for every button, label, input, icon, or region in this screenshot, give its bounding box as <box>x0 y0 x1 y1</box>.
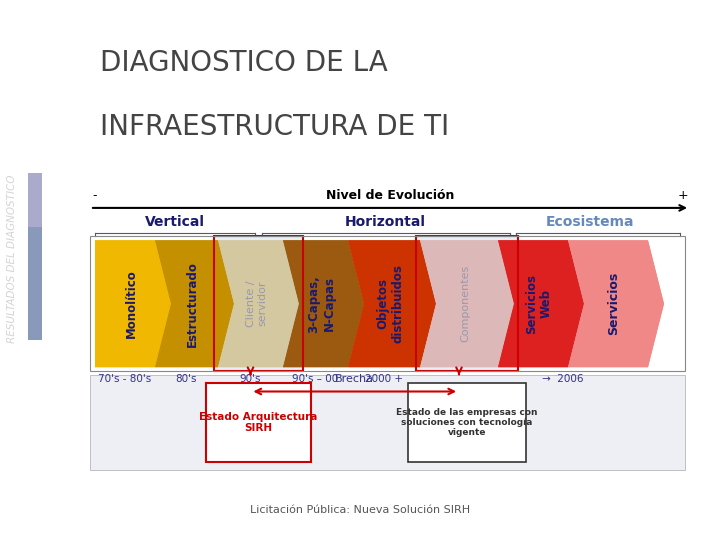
Bar <box>416 237 518 371</box>
Bar <box>214 237 303 371</box>
Polygon shape <box>420 240 514 367</box>
Bar <box>90 237 685 371</box>
Text: Servicios: Servicios <box>608 272 621 335</box>
Text: RESULTADOS DEL DIAGNOSTICO: RESULTADOS DEL DIAGNOSTICO <box>7 175 17 343</box>
Polygon shape <box>348 240 436 367</box>
Text: 80's: 80's <box>176 374 197 384</box>
Polygon shape <box>498 240 584 367</box>
Text: Cliente /
servidor: Cliente / servidor <box>246 280 267 327</box>
Bar <box>90 375 685 470</box>
Bar <box>28 221 42 340</box>
Polygon shape <box>498 240 584 367</box>
Text: 90's – 00: 90's – 00 <box>292 374 338 384</box>
Polygon shape <box>568 240 664 367</box>
Text: +: + <box>678 189 688 202</box>
Polygon shape <box>283 240 364 367</box>
Text: Estado Arquitectura
SIRH: Estado Arquitectura SIRH <box>199 411 318 433</box>
Text: Objetos
distribuidos: Objetos distribuidos <box>376 264 404 343</box>
Bar <box>416 237 518 371</box>
Text: 3-Capas,
N-Capas: 3-Capas, N-Capas <box>307 275 336 333</box>
Text: Horizontal: Horizontal <box>344 215 426 230</box>
Text: -: - <box>92 189 96 202</box>
Polygon shape <box>218 240 299 367</box>
Bar <box>206 383 311 462</box>
Text: 70's - 80's: 70's - 80's <box>99 374 152 384</box>
Polygon shape <box>348 240 436 367</box>
Polygon shape <box>155 240 234 367</box>
Polygon shape <box>95 240 171 367</box>
Text: DIAGNOSTICO DE LA: DIAGNOSTICO DE LA <box>100 49 388 77</box>
Text: Vertical: Vertical <box>145 215 205 230</box>
Text: →  2006: → 2006 <box>542 374 584 384</box>
Bar <box>28 173 42 227</box>
Text: Licitación Pública: Nueva Solución SIRH: Licitación Pública: Nueva Solución SIRH <box>250 505 470 515</box>
Bar <box>214 237 303 371</box>
Text: Servicios
Web: Servicios Web <box>525 274 553 334</box>
Text: 90's: 90's <box>240 374 261 384</box>
Text: Brecha: Brecha <box>336 374 374 383</box>
Polygon shape <box>283 240 364 367</box>
Text: 2000 +: 2000 + <box>365 374 403 384</box>
Text: Monolítico: Monolítico <box>125 269 138 338</box>
Text: Componentes: Componentes <box>460 265 470 342</box>
Bar <box>408 383 526 462</box>
Text: Nivel de Evolución: Nivel de Evolución <box>326 189 454 202</box>
Text: Ecosistema: Ecosistema <box>546 215 634 230</box>
Text: Estado de las empresas con
soluciones con tecnología
vigente: Estado de las empresas con soluciones co… <box>396 408 538 437</box>
Polygon shape <box>420 240 514 367</box>
Polygon shape <box>155 240 234 367</box>
Polygon shape <box>568 240 664 367</box>
Text: INFRAESTRUCTURA DE TI: INFRAESTRUCTURA DE TI <box>100 113 449 141</box>
Polygon shape <box>95 240 171 367</box>
Polygon shape <box>218 240 299 367</box>
Text: Estructurado: Estructurado <box>186 261 199 347</box>
